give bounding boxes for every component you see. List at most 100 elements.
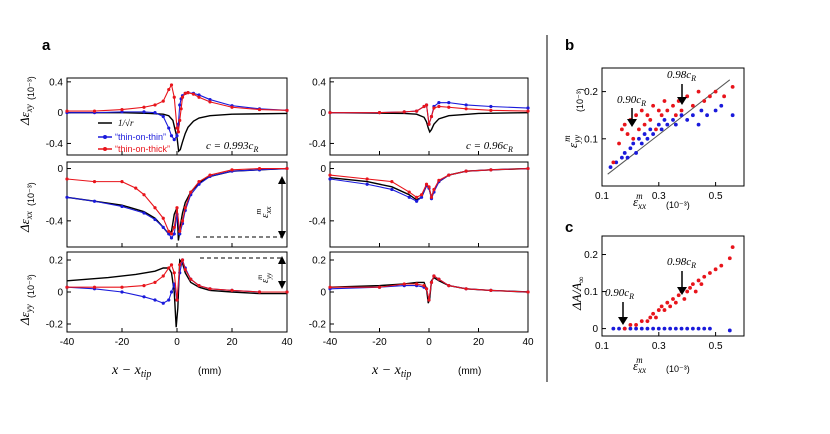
svg-text:(10⁻³): (10⁻³) xyxy=(26,182,36,206)
scatter-point xyxy=(628,322,633,327)
series-point xyxy=(167,126,171,130)
y-tick-label: 0.4 xyxy=(49,77,63,88)
legend-thick-marker xyxy=(103,147,107,151)
scatter-point xyxy=(651,132,656,136)
scatter-point xyxy=(639,319,644,324)
svg-text:0.90cR: 0.90cR xyxy=(617,94,646,108)
c-annot-098: 0.98cR xyxy=(667,256,696,295)
speed-label-right: c = 0.96cR xyxy=(466,140,513,154)
xlabel-right: x − xtip (mm) xyxy=(371,363,481,380)
scatter-point xyxy=(671,103,675,108)
axes-frame xyxy=(66,77,288,156)
y-tick-label: 0.2 xyxy=(584,250,598,261)
scatter-point xyxy=(619,155,624,160)
scatter-point xyxy=(628,146,633,151)
scatter-point xyxy=(693,289,698,294)
series-point xyxy=(429,114,434,119)
scatter-point xyxy=(656,326,661,331)
series-point xyxy=(169,232,174,236)
c-annot-090: 0.90cR xyxy=(605,287,634,325)
x-tick-label: 0 xyxy=(426,337,432,348)
scatter-point xyxy=(625,132,630,136)
svg-text:(mm): (mm) xyxy=(458,366,481,377)
scatter-point xyxy=(628,326,633,331)
eyy-m-arrow: εyym xyxy=(200,256,286,289)
series-point xyxy=(447,173,451,177)
series-point xyxy=(92,285,97,289)
series-point xyxy=(180,95,185,99)
y-tick-label: -0.4 xyxy=(309,139,327,150)
scatter-point xyxy=(631,141,636,146)
series-point xyxy=(424,103,429,107)
scatter-point xyxy=(608,165,613,170)
series-point xyxy=(432,187,436,192)
series-point xyxy=(424,182,429,186)
series-point xyxy=(172,95,176,99)
series-point xyxy=(189,277,193,281)
series-point xyxy=(169,263,174,267)
series-point xyxy=(365,182,369,186)
scatter-point xyxy=(639,141,644,146)
series-point xyxy=(178,103,182,107)
series-point xyxy=(169,134,174,138)
series-point xyxy=(257,166,262,171)
scatter-point xyxy=(730,113,735,118)
scatter-point xyxy=(659,127,664,132)
scatter-point xyxy=(713,267,718,272)
series-point xyxy=(142,110,146,114)
scatter-point xyxy=(622,122,627,127)
scatter-point xyxy=(639,326,644,331)
series-point xyxy=(377,285,382,289)
scatter-point xyxy=(696,89,701,94)
scatter-point xyxy=(656,122,661,127)
b-ylabel: εyym (10⁻³) xyxy=(562,88,585,148)
y-tick-label: 0.4 xyxy=(312,77,326,88)
scatter-point xyxy=(688,285,692,290)
y-tick-label: 0 xyxy=(320,164,326,175)
scatter-point xyxy=(662,308,667,312)
series-point xyxy=(489,168,493,172)
axes-frame xyxy=(601,67,745,187)
series-point xyxy=(169,83,174,87)
svg-text:Δεyy: Δεyy xyxy=(17,304,34,326)
plot-area: -0.4 0 0.4 -0.4 0 -0.2 0 0.2 -40 -20 0 20 40 -0.4 0 0.4… xyxy=(46,67,745,352)
scatter-point xyxy=(642,132,647,136)
series-point xyxy=(153,111,157,115)
series-point xyxy=(402,282,406,286)
series-point xyxy=(161,99,165,103)
series-point xyxy=(172,225,176,229)
series-point xyxy=(167,298,171,302)
x-tick-label: -20 xyxy=(115,337,130,348)
svg-text:(10⁻³): (10⁻³) xyxy=(26,76,36,100)
scatter-point xyxy=(651,103,656,108)
svg-text:(mm): (mm) xyxy=(198,366,221,377)
scatter-point xyxy=(705,113,709,118)
series-point xyxy=(464,103,468,107)
series-line xyxy=(329,111,529,134)
series-line xyxy=(67,83,288,133)
svg-text:x − xtip: x − xtip xyxy=(371,363,411,380)
series-point xyxy=(175,134,179,138)
scatter-point xyxy=(662,99,667,103)
series-line xyxy=(329,167,529,202)
scatter-point xyxy=(690,103,695,108)
series-point xyxy=(424,287,429,291)
chart-a-xx-right: -0.4 0 xyxy=(309,161,530,248)
chart-b: 0.1 0.2 0.1 0.3 0.5 xyxy=(584,67,745,202)
series-point xyxy=(197,93,201,97)
y-tick-label: 0 xyxy=(592,324,598,335)
legend: 1/√r “thin-on-thin” “thin-on-thick” xyxy=(98,118,170,154)
series-point xyxy=(328,111,332,115)
series-point xyxy=(208,97,212,102)
scatter-point xyxy=(665,300,670,305)
scatter-point xyxy=(679,113,684,118)
series-point xyxy=(134,186,138,190)
x-tick-label: 0.1 xyxy=(595,191,609,202)
series-point xyxy=(153,298,157,302)
y-tick-label: 0.1 xyxy=(584,134,598,145)
series-point xyxy=(285,290,289,294)
series-point xyxy=(422,284,426,288)
series-line xyxy=(67,258,287,301)
series-point xyxy=(167,232,171,236)
